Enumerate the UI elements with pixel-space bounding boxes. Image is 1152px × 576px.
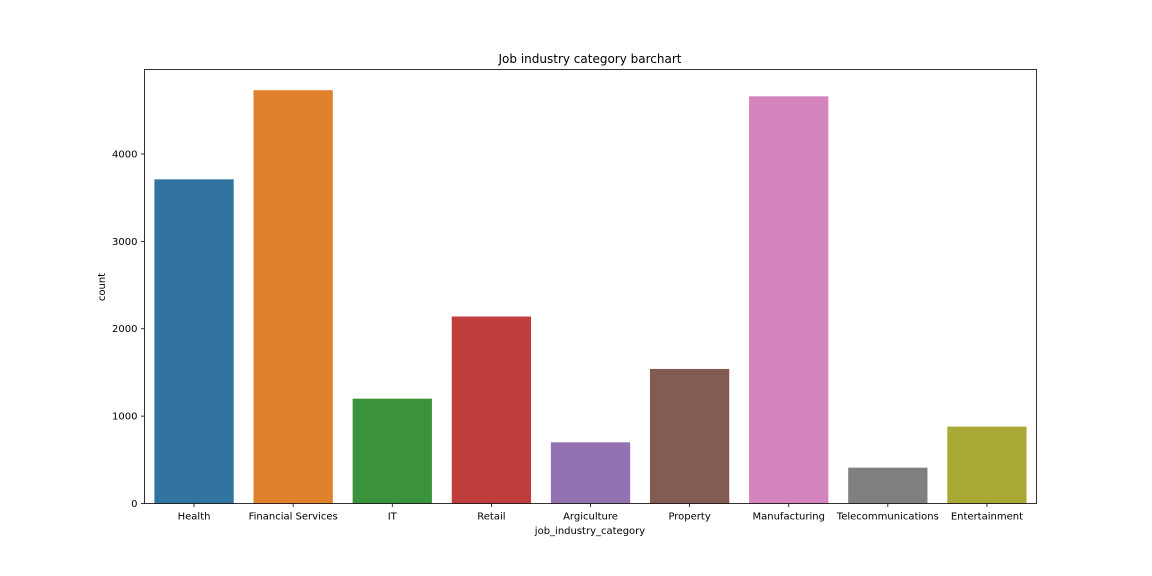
bar-it bbox=[353, 399, 432, 504]
y-tick-label: 4000 bbox=[112, 149, 137, 160]
bar-argiculture bbox=[551, 442, 630, 503]
y-tick-label: 2000 bbox=[112, 324, 137, 335]
bar-health bbox=[154, 179, 233, 503]
x-tick-label: Retail bbox=[477, 512, 505, 523]
x-tick-label: Health bbox=[178, 512, 211, 523]
y-tick-label: 0 bbox=[131, 499, 137, 510]
y-tick-label: 3000 bbox=[112, 237, 137, 248]
bar-financial-services bbox=[254, 90, 333, 503]
chart-title: Job industry category barchart bbox=[498, 52, 682, 66]
x-tick-label: Manufacturing bbox=[753, 512, 825, 523]
y-tick-label: 1000 bbox=[112, 412, 137, 423]
x-tick-label: Financial Services bbox=[249, 512, 338, 523]
x-tick-label: Entertainment bbox=[951, 512, 1023, 523]
bar-manufacturing bbox=[749, 96, 828, 503]
x-tick-label: Argiculture bbox=[563, 512, 618, 523]
bar-property bbox=[650, 369, 729, 504]
x-tick-label: Telecommunications bbox=[836, 512, 939, 523]
x-tick-label: IT bbox=[388, 512, 398, 523]
bar-telecommunications bbox=[848, 468, 927, 504]
x-axis-label: job_industry_category bbox=[534, 526, 645, 537]
bar-retail bbox=[452, 317, 531, 504]
y-axis-label: count bbox=[97, 273, 108, 301]
x-tick-label: Property bbox=[668, 512, 710, 523]
bar-entertainment bbox=[947, 427, 1026, 504]
